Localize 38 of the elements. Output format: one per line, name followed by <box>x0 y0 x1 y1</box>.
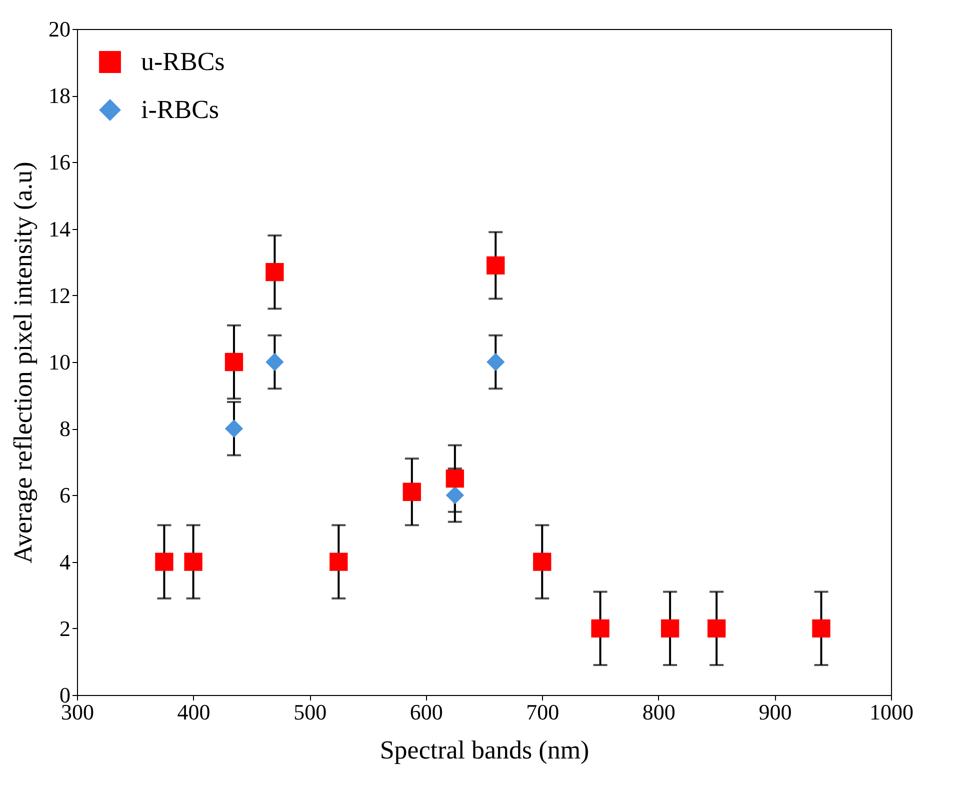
point <box>660 619 680 638</box>
x-tick-label: 800 <box>642 700 676 724</box>
point <box>486 256 505 275</box>
y-tick-label: 2 <box>60 616 70 641</box>
legend-label: i-RBCs <box>141 95 220 124</box>
point <box>155 552 174 571</box>
x-tick-label: 400 <box>177 700 210 724</box>
x-tick-label: 600 <box>410 700 443 724</box>
point <box>591 619 610 638</box>
y-tick-label: 10 <box>48 350 70 374</box>
point <box>402 482 421 501</box>
point <box>330 552 348 571</box>
y-tick-label: 20 <box>48 16 70 42</box>
x-tick-label: 500 <box>294 700 327 724</box>
point <box>533 552 552 571</box>
point <box>446 469 464 488</box>
point <box>266 263 284 282</box>
y-tick-label: 12 <box>48 282 70 308</box>
point <box>707 619 726 638</box>
point <box>224 352 244 372</box>
x-tick-label: 900 <box>758 700 792 724</box>
y-tick-label: 18 <box>48 83 70 108</box>
point <box>266 352 284 372</box>
y-axis-title: Average reflection pixel intensity (a.u) <box>8 162 38 564</box>
legend-label: u-RBCs <box>141 47 225 76</box>
x-tick-label: 1000 <box>870 700 914 724</box>
point <box>184 552 202 571</box>
point <box>812 619 830 638</box>
x-tick-label: 700 <box>526 700 560 724</box>
y-tick-label: 4 <box>60 549 70 574</box>
y-tick-label: 8 <box>60 416 70 442</box>
point <box>446 486 464 504</box>
point <box>224 420 244 438</box>
y-tick-label: 14 <box>48 216 70 242</box>
x-axis-title: Spectral bands (nm) <box>380 736 590 764</box>
y-tick-label: 16 <box>48 150 70 175</box>
point <box>486 352 505 372</box>
y-tick-label: 6 <box>60 482 70 508</box>
